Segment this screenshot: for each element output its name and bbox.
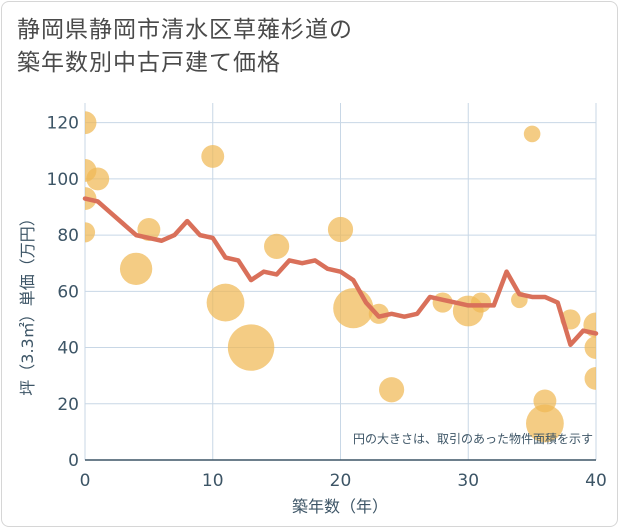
bubble-point	[584, 367, 596, 390]
y-axis-label: 坪（3.3㎡）単価（万円）	[18, 210, 37, 395]
chart-title-line-2: 築年数別中古戸建て価格	[17, 50, 281, 76]
bubble-point	[201, 144, 225, 168]
y-tick-label: 100	[47, 170, 79, 190]
size-annotation: 円の大きさは、取引のあった物件面積を示す	[353, 431, 593, 446]
chart-title-line-1: 静岡県静岡市清水区草薙杉道の	[17, 17, 353, 43]
x-tick-label: 40	[585, 471, 607, 491]
chart-title: 静岡県静岡市清水区草薙杉道の 築年数別中古戸建て価格	[17, 14, 353, 80]
bubble-point	[85, 222, 96, 243]
y-tick-label: 120	[47, 114, 79, 134]
y-tick-label: 40	[57, 339, 79, 359]
bubble-layer	[85, 111, 596, 443]
bubble-point	[584, 336, 596, 360]
x-tick-label: 20	[330, 471, 352, 491]
bubble-point	[119, 252, 153, 286]
bubble-point	[523, 125, 541, 143]
bubble-point	[206, 283, 245, 322]
bubble-point	[379, 377, 405, 403]
bubble-point	[526, 404, 564, 443]
x-tick-label: 30	[457, 471, 479, 491]
y-tick-label: 20	[57, 395, 79, 415]
x-tick-label: 0	[80, 471, 91, 491]
bubble-point	[327, 216, 354, 243]
bubble-point	[86, 167, 110, 191]
line-layer	[82, 196, 599, 347]
grid-lines	[84, 103, 597, 461]
bubble-point	[333, 288, 374, 329]
bubble-point	[227, 324, 275, 371]
x-tick-label: 10	[202, 471, 224, 491]
average-price-line	[82, 196, 599, 347]
y-tick-label: 0	[68, 451, 79, 471]
x-axis-label: 築年数（年）	[292, 497, 388, 516]
bubble-point	[264, 233, 290, 259]
y-tick-label: 80	[57, 226, 79, 246]
bubble-point	[85, 111, 97, 135]
bubble-point	[470, 292, 492, 313]
y-tick-label: 60	[57, 282, 79, 302]
tick-labels: 0 20 40 60 80 100 120 0 10 20 30 40	[47, 114, 607, 491]
